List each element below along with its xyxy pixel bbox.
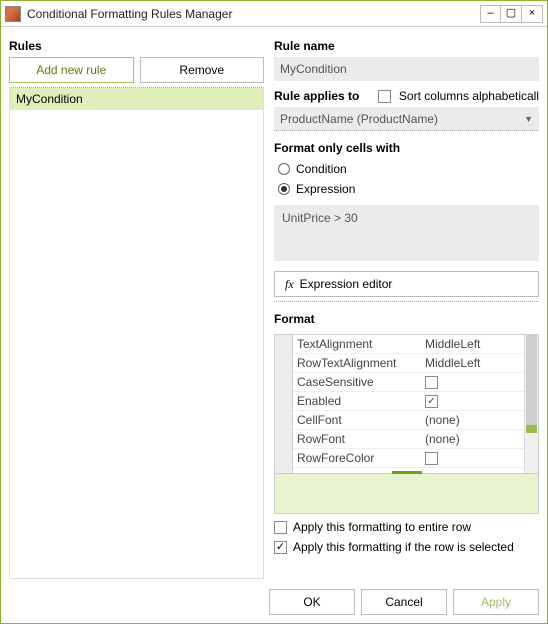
property-color-swatch[interactable]: [425, 452, 438, 465]
radio-expression[interactable]: [278, 183, 290, 195]
property-row[interactable]: TextAlignmentMiddleLeft: [293, 335, 524, 354]
applies-to-value: ProductName (ProductName): [280, 112, 438, 126]
sort-alpha-label: Sort columns alphabeticall: [399, 89, 539, 103]
expression-editor-button[interactable]: fx Expression editor: [274, 271, 539, 297]
expression-editor-label: Expression editor: [300, 277, 393, 291]
footer: OK Cancel Apply: [1, 583, 547, 623]
property-name: RowTextAlignment: [293, 356, 421, 370]
property-value[interactable]: [421, 452, 524, 465]
property-value[interactable]: [421, 376, 524, 389]
apply-button[interactable]: Apply: [453, 589, 539, 615]
chevron-down-icon: ▼: [524, 114, 533, 124]
property-name: Enabled: [293, 394, 421, 408]
radio-expression-label: Expression: [296, 182, 355, 196]
apply-if-selected-checkbox[interactable]: ✓: [274, 541, 287, 554]
sort-alpha-checkbox[interactable]: [378, 90, 391, 103]
details-pane: Rule name Rule applies to Sort columns a…: [274, 33, 539, 579]
remove-rule-button[interactable]: Remove: [140, 57, 265, 83]
rules-heading: Rules: [9, 39, 264, 53]
window-buttons: – ▢ ×: [480, 5, 543, 23]
rules-pane: Rules Add new rule Remove MyCondition: [9, 33, 264, 579]
window-title: Conditional Formatting Rules Manager: [27, 7, 480, 21]
property-grid-gutter: [275, 335, 293, 473]
property-row[interactable]: CaseSensitive: [293, 373, 524, 392]
radio-condition[interactable]: [278, 163, 290, 175]
property-checkbox[interactable]: [425, 376, 438, 389]
rule-name-input[interactable]: [274, 57, 539, 81]
radio-condition-label: Condition: [296, 162, 347, 176]
property-grid[interactable]: TextAlignmentMiddleLeftRowTextAlignmentM…: [275, 335, 538, 473]
property-value[interactable]: MiddleLeft: [421, 356, 524, 370]
cells-with-label: Format only cells with: [274, 141, 539, 155]
content: Rules Add new rule Remove MyCondition Ru…: [1, 27, 547, 583]
property-name: TextAlignment: [293, 337, 421, 351]
property-value[interactable]: (none): [421, 432, 524, 446]
property-row[interactable]: RowForeColor: [293, 449, 524, 468]
property-row[interactable]: CellFont(none): [293, 411, 524, 430]
property-name: RowFont: [293, 432, 421, 446]
property-row[interactable]: Enabled ✓: [293, 392, 524, 411]
property-row[interactable]: RowTextAlignmentMiddleLeft: [293, 354, 524, 373]
rule-list[interactable]: MyCondition: [9, 87, 264, 579]
radio-condition-row[interactable]: Condition: [278, 162, 539, 176]
rules-button-row: Add new rule Remove: [9, 57, 264, 83]
radio-expression-row[interactable]: Expression: [278, 182, 539, 196]
property-name: CellFont: [293, 413, 421, 427]
add-rule-button[interactable]: Add new rule: [9, 57, 134, 83]
close-button[interactable]: ×: [522, 5, 543, 23]
titlebar: Conditional Formatting Rules Manager – ▢…: [1, 1, 547, 27]
property-row[interactable]: RowFont(none): [293, 430, 524, 449]
property-value[interactable]: (none): [421, 413, 524, 427]
scrollbar[interactable]: [524, 335, 538, 473]
property-checkbox[interactable]: ✓: [425, 395, 438, 408]
maximize-button[interactable]: ▢: [501, 5, 522, 23]
property-name: CaseSensitive: [293, 375, 421, 389]
ok-button[interactable]: OK: [269, 589, 355, 615]
expression-text[interactable]: UnitPrice > 30: [274, 205, 539, 261]
minimize-button[interactable]: –: [480, 5, 501, 23]
applies-to-dropdown[interactable]: ProductName (ProductName) ▼: [274, 107, 539, 131]
rule-list-item[interactable]: MyCondition: [10, 88, 263, 110]
apply-entire-row-label: Apply this formatting to entire row: [293, 520, 471, 534]
property-value[interactable]: MiddleLeft: [421, 337, 524, 351]
format-area: TextAlignmentMiddleLeftRowTextAlignmentM…: [274, 334, 539, 514]
fx-icon: fx: [285, 277, 294, 292]
rule-name-label: Rule name: [274, 39, 539, 53]
apply-entire-row-checkbox[interactable]: [274, 521, 287, 534]
cancel-button[interactable]: Cancel: [361, 589, 447, 615]
app-icon: [5, 6, 21, 22]
property-value[interactable]: ✓: [421, 395, 524, 408]
scrollbar-thumb[interactable]: [526, 335, 537, 425]
apply-if-selected-label: Apply this formatting if the row is sele…: [293, 540, 514, 554]
format-preview: [275, 473, 538, 513]
applies-to-label: Rule applies to: [274, 89, 370, 103]
property-name: RowForeColor: [293, 451, 421, 465]
property-grid-body: TextAlignmentMiddleLeftRowTextAlignmentM…: [293, 335, 524, 473]
format-label: Format: [274, 312, 539, 326]
